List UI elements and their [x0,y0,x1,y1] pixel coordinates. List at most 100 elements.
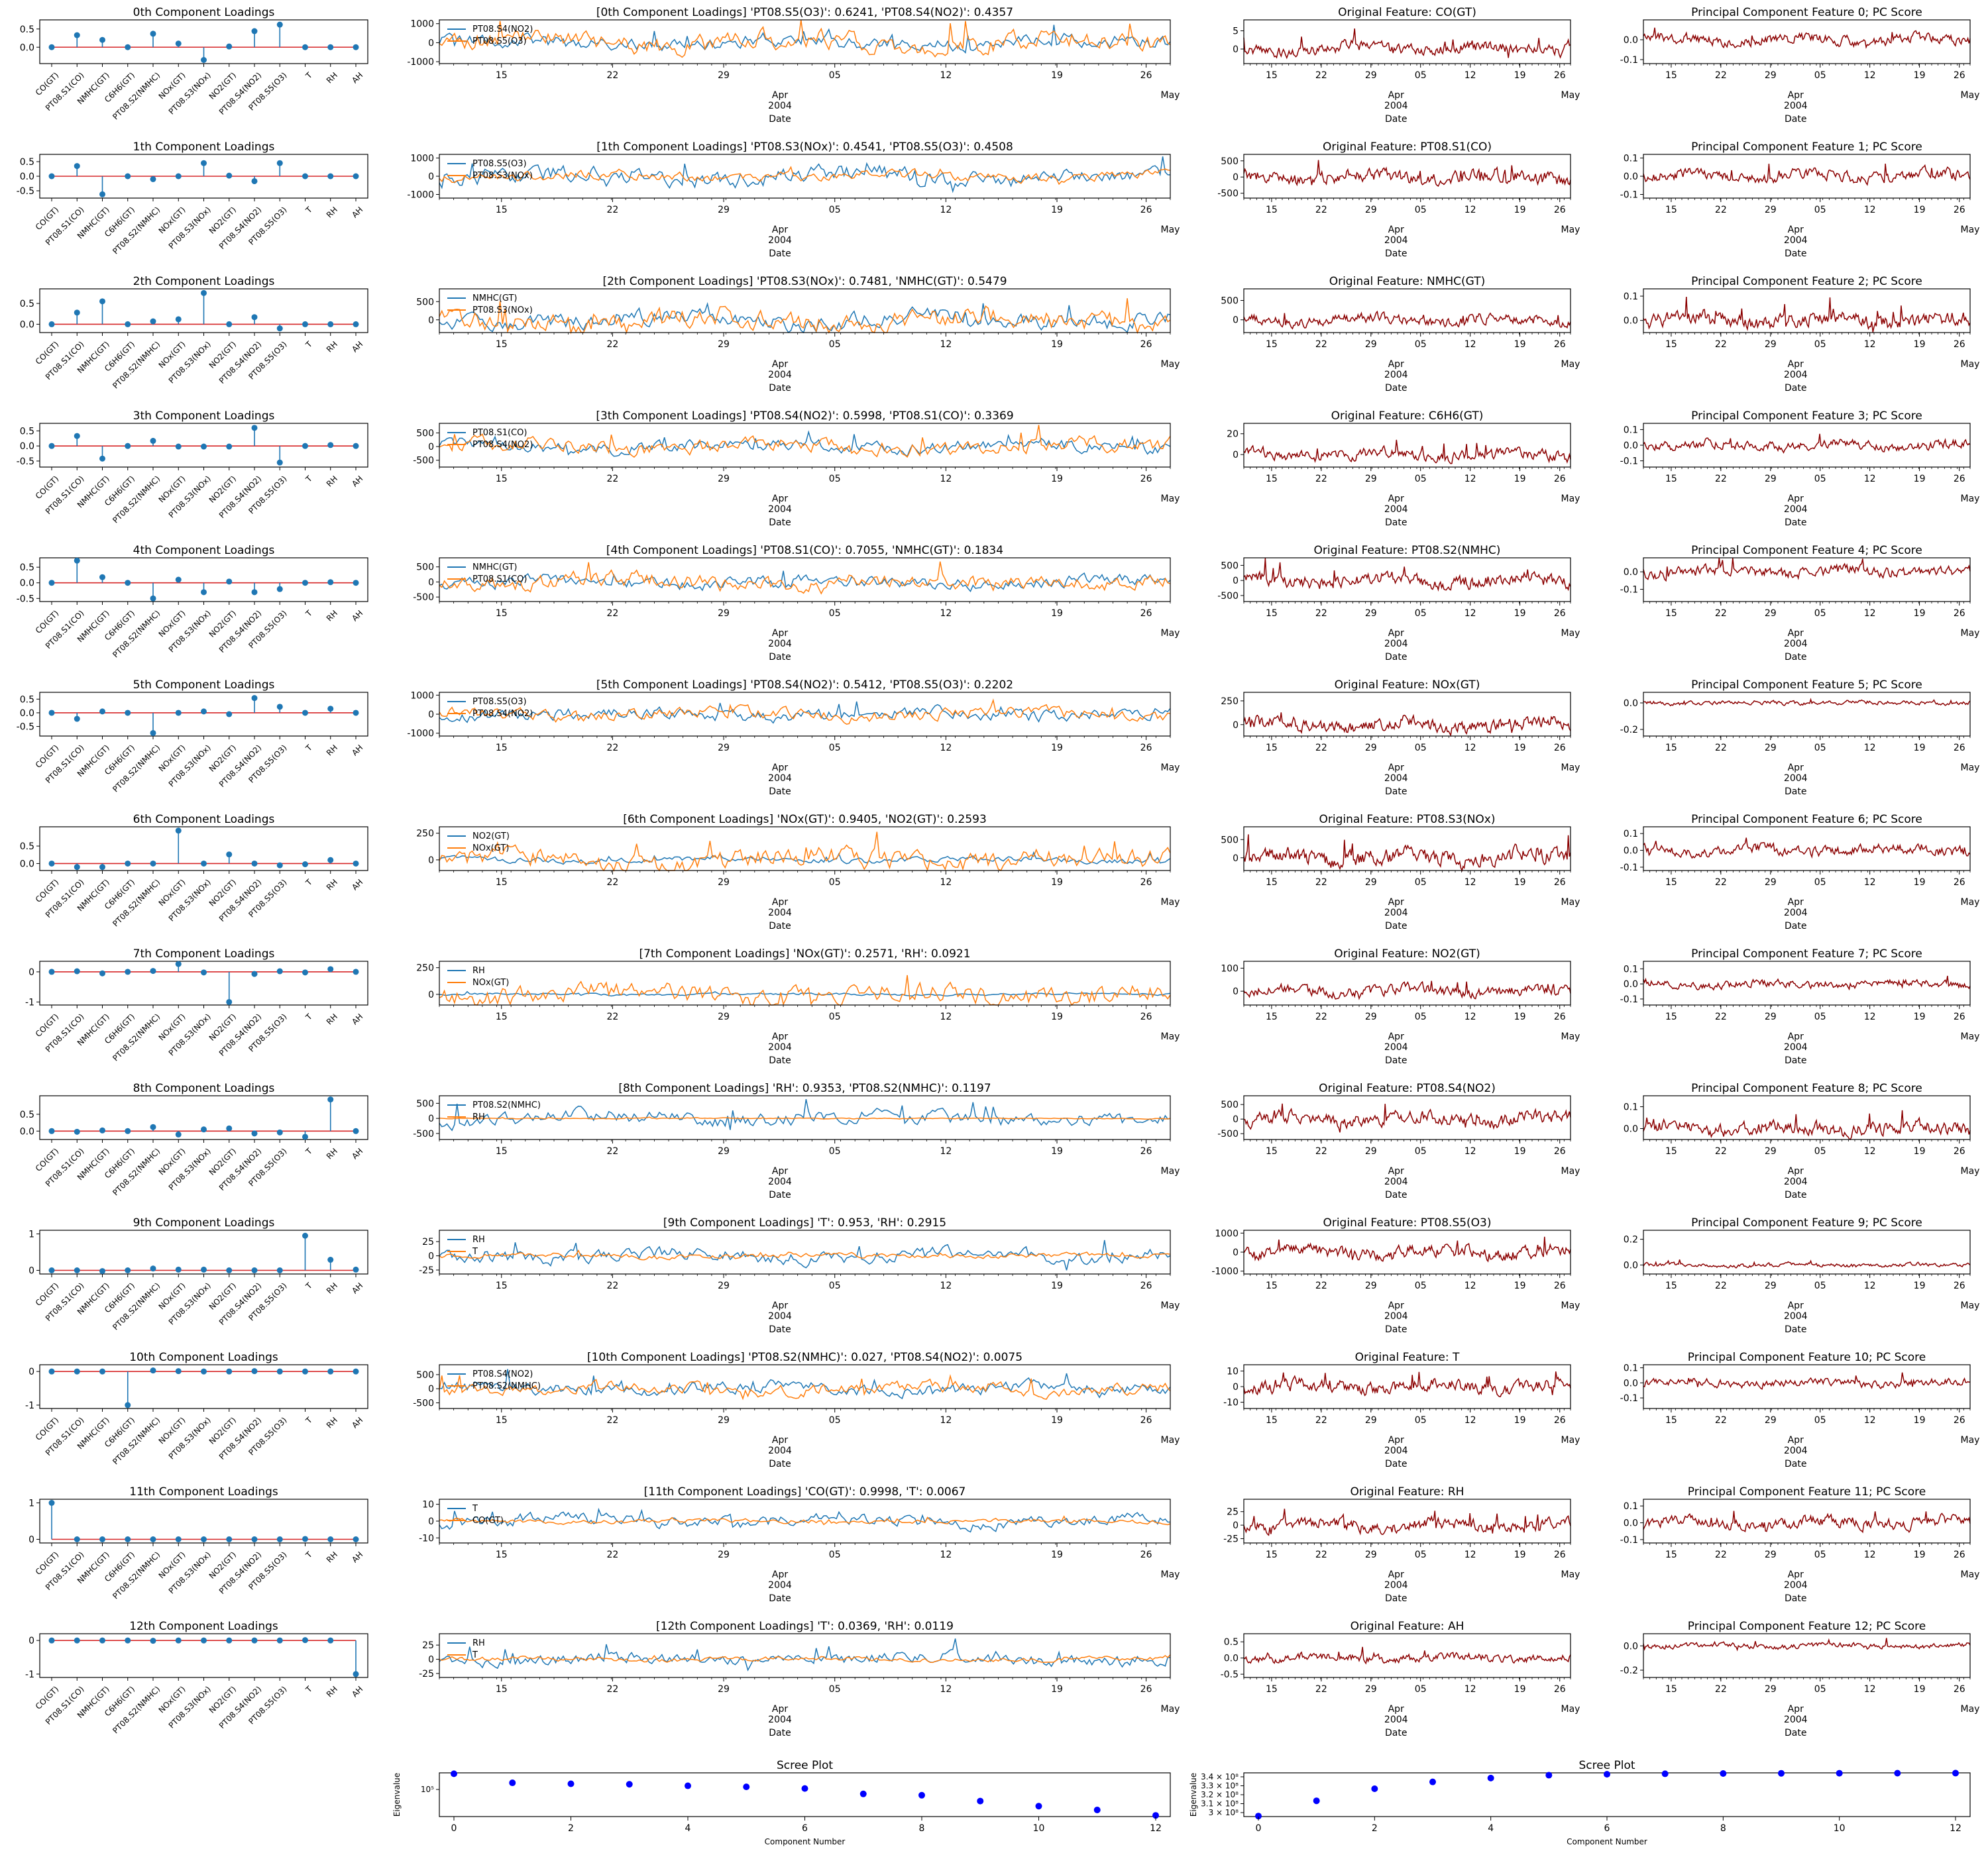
loadings-1-ytick-label: 0.0 [20,172,34,182]
loadings-3-stem-marker [276,459,283,466]
pc-score-12-xtick-label: 26 [1954,1684,1965,1695]
scree-0-point [626,1781,633,1788]
pc-score-11-series [1643,1510,1971,1534]
loadings-12-stem-marker [226,1637,233,1644]
top-pair-2-end-label: May [1161,359,1180,370]
top-pair-3-xtick-label: 22 [606,474,618,484]
top-pair-5-ytick-label: 0 [428,710,434,720]
loadings-1-stem-marker [226,172,233,179]
original-feature-0-frame [1243,19,1571,64]
top-pair-11-ytick-label: 0 [428,1516,434,1527]
loadings-1-stem-marker [201,160,207,166]
loadings-11-stem-marker [48,1500,55,1506]
scree-1-point [1661,1770,1669,1777]
top-pair-11-xtick-label: 29 [718,1550,730,1560]
pc-score-0-xtick-label: 19 [1914,70,1926,81]
original-feature-8-ytick-label: 500 [1221,1100,1239,1110]
loadings-10-stem-marker [353,1368,359,1375]
loadings-10-stem-marker [251,1368,258,1375]
top-pair-1-xtick-label: 15 [496,205,508,215]
original-feature-7-year-label: 2004 [1384,1042,1408,1053]
loadings-5-ytick-label: 0.5 [20,694,34,705]
pc-score-8-month-label: Apr [1788,1166,1804,1177]
top-pair-10-xtick-label: 22 [606,1415,618,1426]
top-pair-10-series-a [439,1369,1171,1400]
original-feature-9-xtick-label: 15 [1266,1281,1278,1291]
pc-score-4-xtick-label: 19 [1914,608,1926,619]
top-pair-12-year-label: 2004 [768,1715,792,1725]
top-pair-4-xtick-label: 12 [940,608,952,619]
original-feature-8-xtick-label: 19 [1514,1146,1526,1157]
original-feature-11-series [1243,1509,1571,1536]
pc-score-12-ytick-label: -0.2 [1620,1666,1638,1676]
top-pair-11-xtick-label: 15 [496,1550,508,1560]
loadings-2-stem-marker [175,316,182,323]
loadings-2-feature-label: PT08.S2(NMHC) [111,339,162,390]
pc-score-9-month-label: Apr [1788,1300,1804,1311]
top-pair-8-series-a [439,1098,1171,1132]
pc-score-4-xlabel: Date [1785,652,1806,662]
scree-0-xtick-label: 10 [1033,1823,1045,1834]
top-pair-6-ytick-label: 250 [416,829,434,839]
loadings-5-feature-label: RH [325,743,339,757]
pc-score-10-xtick-label: 29 [1765,1415,1777,1426]
original-feature-2-frame [1243,288,1571,333]
loadings-0-ytick-label: 0.0 [20,42,34,53]
original-feature-8-title: Original Feature: PT08.S4(NO2) [1319,1082,1496,1095]
pc-score-11-end-label: May [1961,1569,1980,1580]
original-feature-9-ytick-label: 0 [1233,1247,1239,1258]
pc-score-4-end-label: May [1961,628,1980,639]
original-feature-1-ytick-label: 500 [1221,156,1239,167]
loadings-8-stem-marker [74,1128,80,1135]
loadings-5-feature-label: T [304,743,314,753]
pc-score-2-xtick-label: 29 [1765,339,1777,350]
scree-0-frame [439,1772,1171,1817]
loadings-8-frame [39,1095,368,1140]
original-feature-2-xlabel: Date [1385,383,1407,394]
top-pair-8-xtick-label: 19 [1051,1146,1063,1157]
scree-1-point [1545,1772,1553,1779]
loadings-9-stem-marker [175,1266,182,1273]
original-feature-11-xtick-label: 29 [1365,1550,1377,1560]
pc-score-8-series [1643,1110,1971,1141]
top-pair-10-ytick-label: 0 [428,1384,434,1395]
scree-0-point [859,1790,867,1797]
pc-score-5-xtick-label: 12 [1864,743,1876,753]
loadings-8-title: 8th Component Loadings [133,1082,275,1095]
pc-score-3-xtick-label: 15 [1665,474,1677,484]
loadings-3-ytick-label: -0.5 [17,456,34,467]
loadings-11-stem-marker [276,1536,283,1542]
top-pair-8-ytick-label: -500 [413,1129,434,1140]
original-feature-0-xtick-label: 22 [1315,70,1327,81]
top-pair-0-xlabel: Date [769,114,791,125]
pc-score-0-year-label: 2004 [1784,101,1808,111]
loadings-2-stem-marker [276,325,283,332]
original-feature-3-xtick-label: 29 [1365,474,1377,484]
original-feature-7-xtick-label: 29 [1365,1012,1377,1022]
original-feature-10-xtick-label: 15 [1266,1415,1278,1426]
loadings-1-stem-marker [150,176,156,182]
original-feature-7-xtick-label: 22 [1315,1012,1327,1022]
pc-score-5-xtick-label: 29 [1765,743,1777,753]
loadings-4-ytick-label: -0.5 [17,594,34,604]
pc-score-5-ytick-label: 0.0 [1624,698,1638,709]
loadings-3-stem-marker [302,443,308,449]
loadings-2-ytick-label: 0.5 [20,299,34,309]
loadings-8-feature-label: AH [350,1146,364,1161]
original-feature-3-xtick-label: 15 [1266,474,1278,484]
original-feature-9-xlabel: Date [1385,1324,1407,1335]
original-feature-5-series [1243,712,1571,737]
original-feature-6-xtick-label: 19 [1514,877,1526,888]
pc-score-9-title: Principal Component Feature 9; PC Score [1691,1216,1922,1230]
top-pair-5-xtick-label: 12 [940,743,952,753]
pc-score-7-frame [1643,961,1971,1006]
pc-score-2-xtick-label: 12 [1864,339,1876,350]
loadings-5-stem-marker [74,716,80,722]
original-feature-7-ytick-label: 100 [1221,963,1239,974]
original-feature-3-ytick-label: 20 [1227,429,1239,440]
pc-score-10-xtick-label: 22 [1715,1415,1727,1426]
top-pair-5-legend-a: PT08.S5(O3) [472,697,527,707]
loadings-10-ytick-label: -1 [25,1401,34,1411]
pc-score-3-title: Principal Component Feature 3; PC Score [1691,409,1922,423]
pc-score-12-xtick-label: 19 [1914,1684,1926,1695]
